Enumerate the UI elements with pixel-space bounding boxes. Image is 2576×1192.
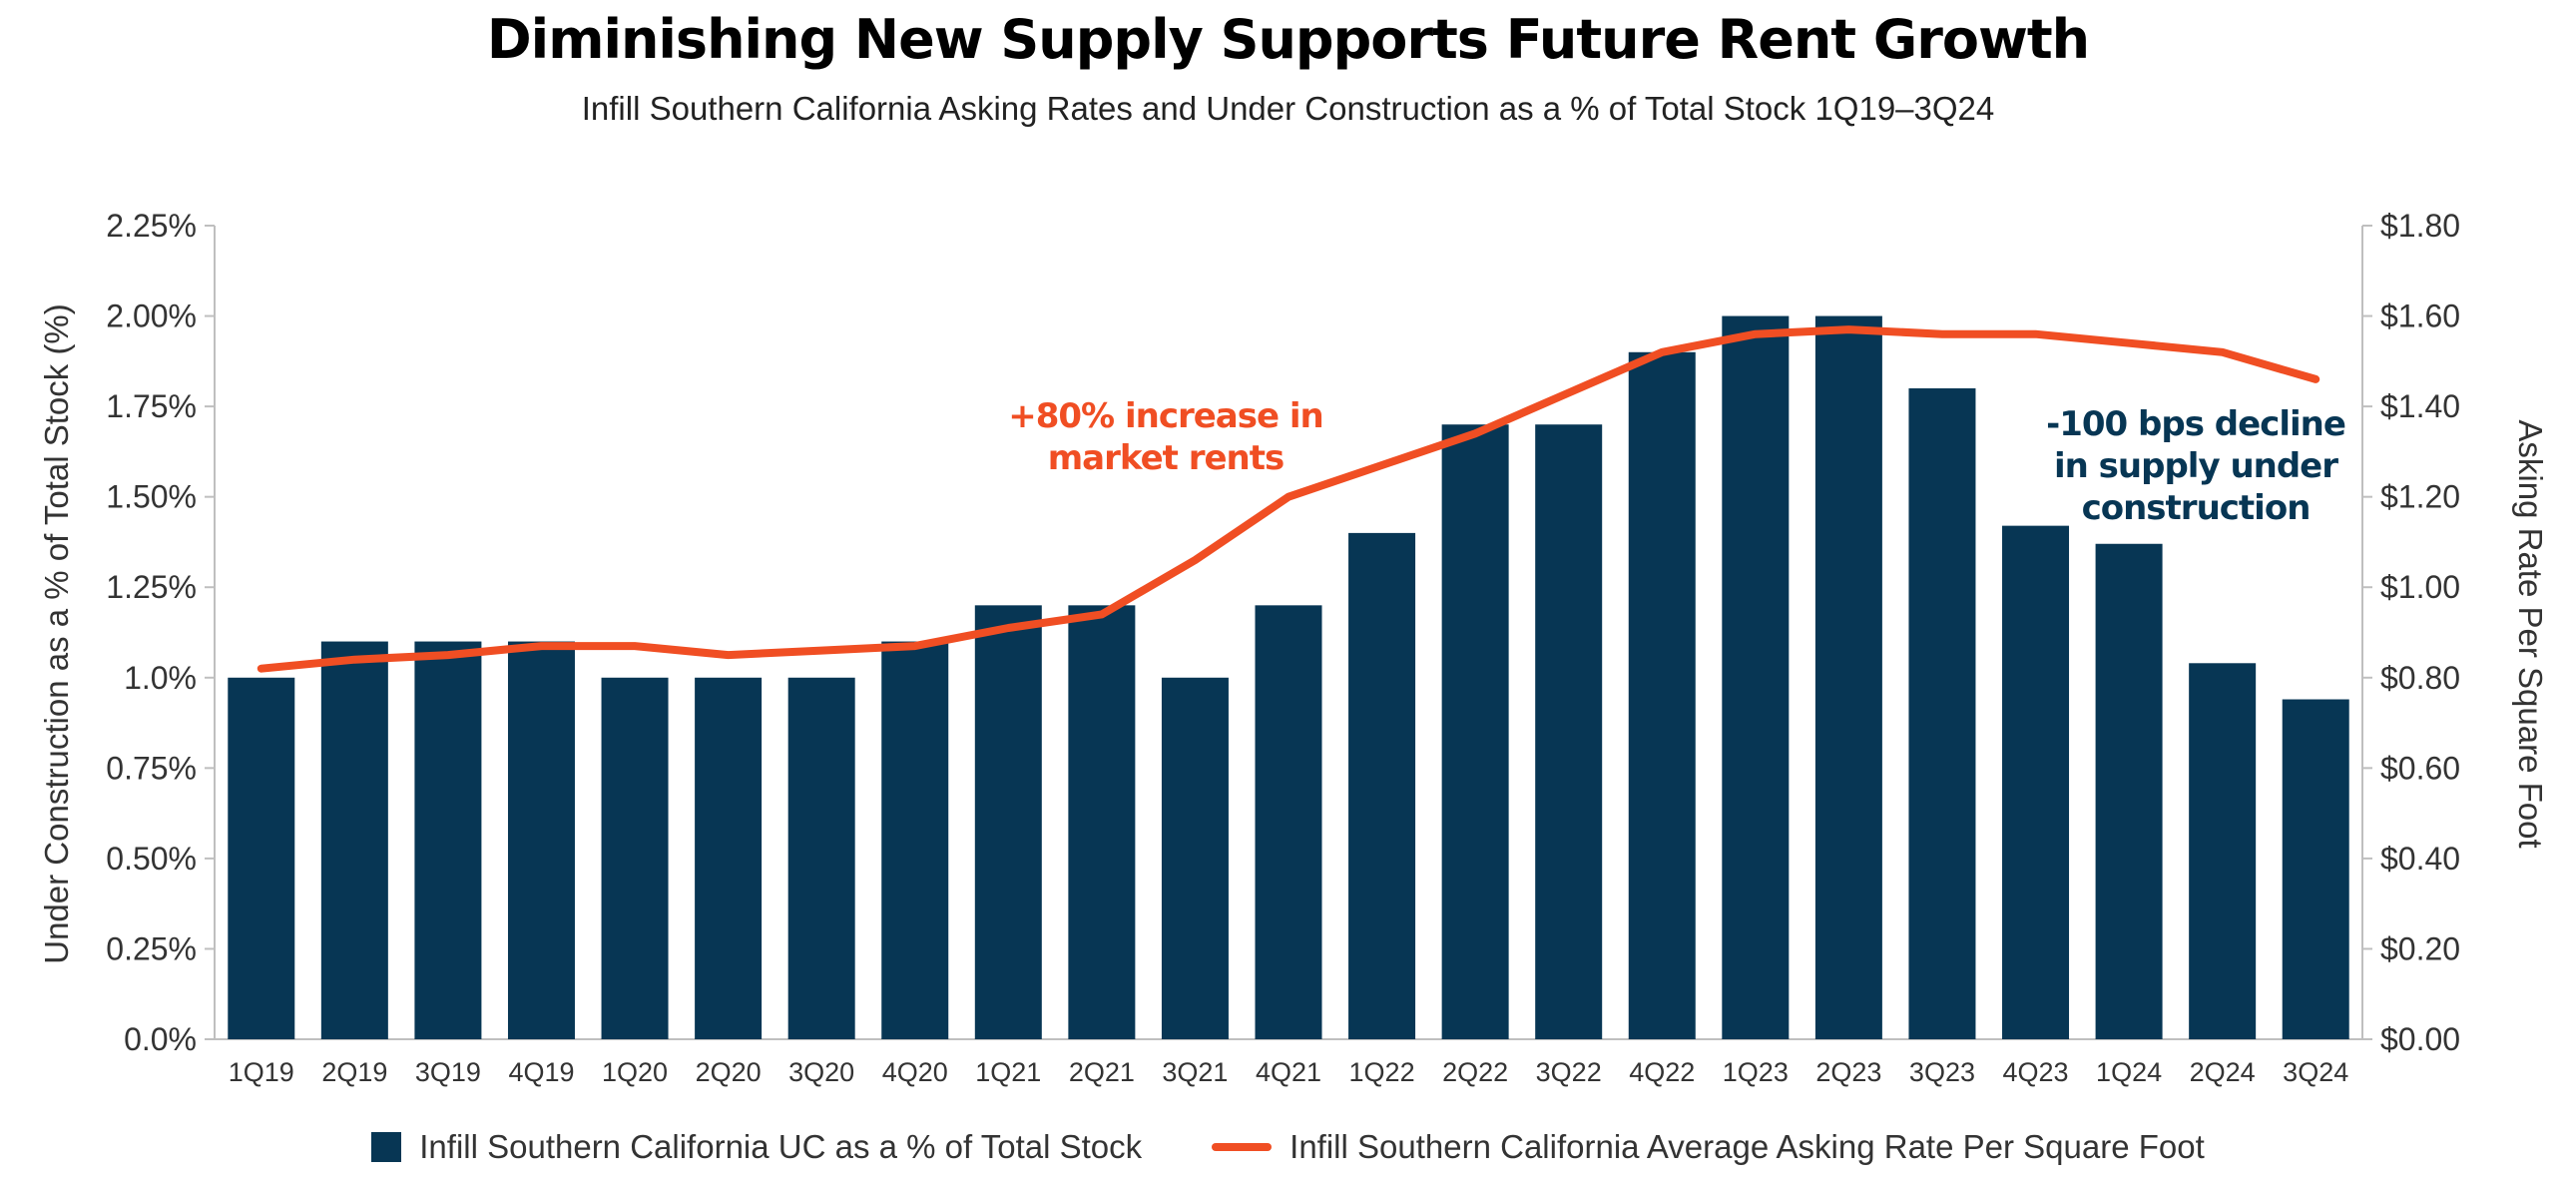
x-tick-label: 1Q22 (1349, 1057, 1415, 1087)
annotation-line: -100 bps decline (2046, 404, 2345, 444)
bar (601, 677, 669, 1039)
x-tick-label: 2Q23 (1815, 1057, 1881, 1087)
legend-line-label: Infill Southern California Average Askin… (1289, 1128, 2205, 1165)
left-tick-label: 0.50% (106, 841, 197, 877)
bar-series (228, 315, 2349, 1039)
bar (1535, 424, 1603, 1039)
chart-title: Diminishing New Supply Supports Future R… (486, 8, 2090, 71)
x-tick-label: 1Q20 (602, 1057, 668, 1087)
bar (881, 641, 949, 1039)
bar (1255, 605, 1322, 1039)
bar (1161, 677, 1229, 1039)
x-tick-label: 3Q22 (1536, 1057, 1602, 1087)
x-tick-label: 4Q22 (1629, 1057, 1695, 1087)
x-tick-label: 1Q23 (1723, 1057, 1789, 1087)
bar (228, 677, 295, 1039)
x-tick-label: 4Q21 (1256, 1057, 1321, 1087)
bar (695, 677, 763, 1039)
right-tick-label: $1.60 (2380, 298, 2460, 334)
legend-bar-swatch (371, 1132, 402, 1162)
x-tick-label: 2Q20 (696, 1057, 762, 1087)
annotation-line: +80% increase in (1008, 396, 1322, 436)
left-tick-label: 0.0% (124, 1021, 197, 1057)
chart-subtitle: Infill Southern California Asking Rates … (581, 90, 1995, 127)
bar (2282, 699, 2349, 1039)
legend-bar-label: Infill Southern California UC as a % of … (419, 1128, 1143, 1165)
bar (2189, 663, 2257, 1039)
left-axis: 0.0% 0.25% 0.50% 0.75% 1.0% 1.25% 1.50% 1.75% 2.… (106, 208, 2362, 1057)
x-tick-label: 4Q23 (2002, 1057, 2068, 1087)
right-tick-label: $0.80 (2380, 660, 2460, 696)
bar (1908, 388, 1976, 1039)
bar (1722, 315, 1790, 1039)
right-tick-label: $1.20 (2380, 479, 2460, 515)
bar (1814, 315, 1882, 1039)
x-tick-label: 4Q20 (882, 1057, 948, 1087)
right-tick-label: $1.80 (2380, 208, 2460, 244)
x-tick-label: 3Q24 (2283, 1057, 2348, 1087)
line-series (257, 325, 2320, 673)
right-tick-label: $0.20 (2380, 930, 2460, 966)
right-axis: $0.00 $0.20 $0.40 $0.60 $0.80 $1.00 $1.20 $1.40… (2361, 208, 2460, 1057)
legend-item-bar: Infill Southern California UC as a % of … (371, 1128, 1142, 1166)
x-axis-ticks: 1Q19 2Q19 3Q19 4Q19 1Q20 2Q20 3Q20 4Q20 1Q21 2Q21… (229, 1057, 2348, 1087)
left-tick-label: 1.50% (106, 479, 197, 515)
right-tick-label: $1.40 (2380, 388, 2460, 424)
left-tick-label: 1.0% (124, 660, 197, 696)
y2-axis-label: Asking Rate Per Square Foot (2512, 419, 2549, 848)
left-tick-label: 0.75% (106, 750, 197, 786)
x-tick-label: 2Q22 (1442, 1057, 1508, 1087)
x-tick-label: 4Q19 (508, 1057, 574, 1087)
x-tick-label: 3Q21 (1162, 1057, 1228, 1087)
bar (1441, 424, 1509, 1039)
chart-svg: 0.0% 0.25% 0.50% 0.75% 1.0% 1.25% 1.50% 1.75% 2.… (38, 208, 2549, 1087)
x-tick-label: 1Q19 (229, 1057, 294, 1087)
annotation-line: in supply under (2054, 446, 2338, 486)
x-tick-label: 1Q24 (2096, 1057, 2162, 1087)
bar (1348, 532, 1416, 1039)
bar (320, 641, 388, 1039)
x-tick-label: 1Q21 (975, 1057, 1041, 1087)
x-tick-label: 3Q19 (415, 1057, 481, 1087)
bar (507, 641, 575, 1039)
right-tick-label: $0.00 (2380, 1021, 2460, 1057)
left-tick-label: 1.25% (106, 569, 197, 605)
annotation-line: market rents (1048, 438, 1285, 478)
x-tick-label: 2Q21 (1069, 1057, 1135, 1087)
legend: Infill Southern California UC as a % of … (0, 1128, 2576, 1166)
legend-item-line: Infill Southern California Average Askin… (1212, 1128, 2205, 1166)
x-tick-label: 3Q23 (1909, 1057, 1975, 1087)
x-tick-label: 3Q20 (788, 1057, 854, 1087)
left-tick-label: 0.25% (106, 930, 197, 966)
bar (974, 605, 1042, 1039)
x-tick-label: 2Q19 (321, 1057, 387, 1087)
left-tick-label: 1.75% (106, 388, 197, 424)
right-tick-label: $0.60 (2380, 750, 2460, 786)
bar (1068, 605, 1136, 1039)
bar (2095, 543, 2163, 1039)
bar (2002, 525, 2070, 1039)
legend-line-swatch (1212, 1143, 1273, 1151)
y-axis-label: Under Construction as a % of Total Stock… (38, 303, 75, 964)
right-tick-label: $0.40 (2380, 841, 2460, 877)
left-tick-label: 2.00% (106, 298, 197, 334)
annotation-line: construction (2082, 488, 2311, 528)
left-tick-label: 2.25% (106, 208, 197, 244)
right-tick-label: $1.00 (2380, 569, 2460, 605)
bar (787, 677, 855, 1039)
bar (414, 641, 482, 1039)
bar (1628, 351, 1696, 1039)
x-tick-label: 2Q24 (2190, 1057, 2256, 1087)
